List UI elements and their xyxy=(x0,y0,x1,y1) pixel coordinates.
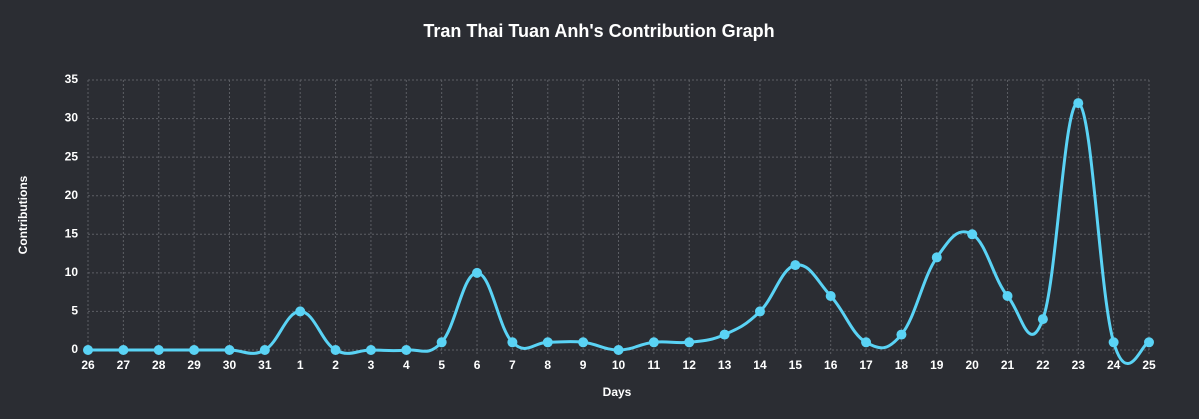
y-tick-label: 35 xyxy=(65,72,79,86)
x-tick-label: 3 xyxy=(368,358,375,372)
x-tick-label: 24 xyxy=(1107,358,1121,372)
point xyxy=(401,345,412,355)
point xyxy=(542,337,553,348)
point xyxy=(436,337,447,348)
point xyxy=(790,260,801,271)
y-tick-label: 25 xyxy=(65,149,79,163)
x-tick-label: 28 xyxy=(152,358,166,372)
point xyxy=(754,306,765,317)
point xyxy=(825,291,836,301)
point xyxy=(330,345,341,355)
point xyxy=(861,337,872,348)
x-tick-label: 5 xyxy=(438,358,445,372)
x-tick-label: 22 xyxy=(1036,358,1050,372)
x-tick-label: 19 xyxy=(930,358,944,372)
y-tick-label: 10 xyxy=(65,265,79,279)
point xyxy=(578,337,589,348)
point xyxy=(365,345,376,355)
point xyxy=(224,345,235,355)
y-tick-label: 15 xyxy=(65,226,79,240)
y-axis-label: Contributions xyxy=(16,175,30,254)
x-tick-label: 2 xyxy=(332,358,339,372)
x-tick-label: 20 xyxy=(965,358,979,372)
point xyxy=(648,337,659,348)
chart-title: Tran Thai Tuan Anh's Contribution Graph xyxy=(423,21,774,41)
point xyxy=(1108,337,1119,348)
point xyxy=(189,345,200,355)
x-tick-label: 31 xyxy=(258,358,272,372)
point xyxy=(613,345,624,355)
x-tick-label: 26 xyxy=(81,358,95,372)
point xyxy=(719,329,730,340)
point xyxy=(896,329,907,340)
x-tick-label: 12 xyxy=(683,358,697,372)
x-tick-label: 27 xyxy=(117,358,131,372)
x-tick-label: 14 xyxy=(753,358,767,372)
point xyxy=(472,267,483,278)
x-tick-label: 29 xyxy=(187,358,201,372)
y-tick-label: 5 xyxy=(71,304,78,318)
point xyxy=(684,337,695,348)
y-tick-label: 30 xyxy=(65,111,79,125)
point xyxy=(1002,291,1013,301)
x-tick-label: 21 xyxy=(1001,358,1015,372)
x-tick-label: 16 xyxy=(824,358,838,372)
x-tick-label: 4 xyxy=(403,358,410,372)
x-tick-label: 6 xyxy=(474,358,481,372)
point xyxy=(1037,314,1048,325)
point xyxy=(259,345,270,355)
point xyxy=(967,229,978,240)
x-tick-label: 23 xyxy=(1072,358,1086,372)
x-tick-label: 15 xyxy=(789,358,803,372)
x-tick-label: 9 xyxy=(580,358,587,372)
y-tick-label: 20 xyxy=(65,188,79,202)
x-tick-label: 10 xyxy=(612,358,626,372)
x-tick-label: 8 xyxy=(544,358,551,372)
x-tick-label: 7 xyxy=(509,358,516,372)
x-tick-label: 18 xyxy=(895,358,909,372)
x-tick-label: 30 xyxy=(223,358,237,372)
point xyxy=(295,306,306,317)
x-tick-label: 1 xyxy=(297,358,304,372)
x-tick-label: 11 xyxy=(648,358,661,372)
point xyxy=(118,345,129,355)
y-tick-label: 0 xyxy=(71,342,78,356)
point xyxy=(83,345,93,355)
x-tick-label: 13 xyxy=(718,358,732,372)
point xyxy=(1073,98,1084,109)
point xyxy=(153,345,164,355)
point xyxy=(931,252,942,263)
point xyxy=(507,337,518,348)
x-tick-label: 17 xyxy=(859,358,873,372)
point xyxy=(1144,337,1154,348)
x-axis-label: Days xyxy=(603,385,632,399)
x-tick-label: 25 xyxy=(1142,358,1156,372)
